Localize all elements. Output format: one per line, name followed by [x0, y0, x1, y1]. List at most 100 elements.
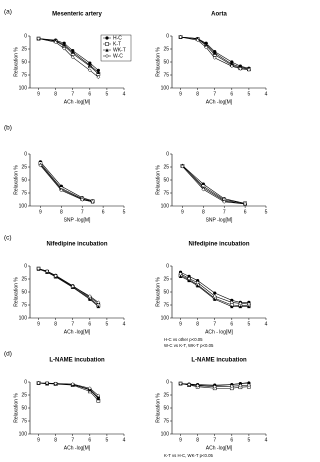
series-line	[182, 165, 246, 204]
data-point	[88, 61, 92, 65]
y-tick-label: 75	[21, 302, 27, 308]
data-point	[87, 294, 92, 299]
data-point	[96, 304, 100, 309]
x-tick-label: 9	[179, 91, 182, 97]
y-axis-label: Relaxation %	[13, 47, 19, 77]
x-tick-label: 9	[37, 321, 40, 327]
x-tick-label: 5	[123, 209, 126, 215]
x-tick-label: 7	[213, 321, 216, 327]
panel-label: (a)	[4, 9, 12, 16]
data-point	[96, 68, 100, 72]
y-axis-label: Relaxation %	[155, 165, 161, 195]
annotation: K-T vs H-C, WK-T p<0.05	[164, 453, 214, 458]
y-tick-label: 0	[24, 33, 27, 39]
data-point	[238, 304, 242, 309]
x-tick-label: 7	[81, 209, 84, 215]
x-tick-label: 6	[244, 209, 247, 215]
legend-marker	[105, 48, 109, 52]
chart-title: Aorta	[211, 12, 227, 18]
data-point	[196, 278, 200, 283]
data-point	[45, 381, 50, 385]
x-tick-label: 5	[248, 91, 251, 97]
data-point	[243, 201, 248, 206]
data-point	[204, 42, 208, 46]
x-tick-label: 6	[230, 437, 233, 443]
data-point	[195, 38, 200, 43]
x-tick-label: 8	[196, 437, 199, 443]
series-line	[40, 164, 93, 203]
series-line	[182, 165, 246, 204]
data-point	[246, 383, 251, 388]
x-tick-label: 6	[230, 91, 233, 97]
data-point	[230, 62, 234, 66]
y-axis-label: Relaxation %	[155, 277, 161, 307]
x-axis-label: SNP -log[M]	[206, 217, 233, 223]
panel-label: (c)	[4, 235, 12, 242]
y-axis-label: Relaxation %	[13, 277, 19, 307]
data-point	[195, 383, 200, 388]
series-line	[40, 161, 93, 202]
x-tick-label: 4	[265, 91, 268, 97]
legend-label: WK-T	[113, 47, 126, 53]
x-tick-label: 4	[123, 321, 126, 327]
series-line	[38, 38, 99, 78]
data-point	[213, 297, 217, 301]
chart-title: Nifedipine incubation	[47, 242, 108, 248]
x-tick-label: 5	[248, 437, 251, 443]
y-tick-label: 0	[166, 379, 169, 385]
x-tick-label: 8	[54, 321, 57, 327]
x-tick-label: 6	[88, 91, 91, 97]
data-point	[187, 382, 192, 387]
data-point	[229, 384, 234, 389]
legend-marker	[105, 36, 109, 40]
y-axis-label: Relaxation %	[155, 47, 161, 77]
x-tick-label: 7	[213, 437, 216, 443]
x-tick-label: 6	[102, 209, 105, 215]
x-tick-label: 4	[123, 91, 126, 97]
data-point	[87, 68, 92, 73]
data-point	[70, 284, 75, 289]
x-tick-label: 6	[88, 321, 91, 327]
series-line	[40, 163, 93, 202]
data-point	[238, 383, 243, 388]
x-tick-label: 5	[106, 437, 109, 443]
x-tick-label: 7	[223, 209, 226, 215]
legend-label: K-T	[113, 41, 121, 47]
y-tick-label: 0	[166, 151, 169, 157]
y-tick-label: 75	[163, 302, 169, 308]
y-tick-label: 100	[19, 431, 28, 437]
data-point	[59, 188, 64, 193]
figure: (a) (b) (c) (d) Mesenteric artery0255075…	[4, 9, 268, 458]
annotation: W-C vs K-T, WK-T p<0.05	[164, 343, 214, 348]
x-tick-label: 8	[196, 91, 199, 97]
data-point	[246, 67, 251, 72]
y-tick-label: 25	[163, 164, 169, 170]
y-tick-label: 100	[161, 203, 170, 209]
data-point	[238, 301, 243, 306]
y-tick-label: 100	[19, 85, 28, 91]
y-tick-label: 0	[166, 33, 169, 39]
legend-label: H-C	[113, 35, 122, 41]
panel-label: (d)	[4, 351, 12, 358]
series-line	[40, 165, 93, 203]
data-point	[80, 197, 85, 202]
data-point	[96, 70, 100, 74]
data-point	[247, 304, 251, 309]
x-tick-label: 5	[106, 321, 109, 327]
y-tick-label: 100	[19, 315, 28, 321]
data-point	[187, 274, 191, 278]
y-tick-label: 0	[166, 263, 169, 269]
y-tick-label: 50	[21, 177, 27, 183]
y-tick-label: 100	[19, 203, 28, 209]
data-point	[96, 393, 101, 398]
y-tick-label: 50	[163, 405, 169, 411]
data-point	[212, 55, 217, 60]
x-tick-label: 4	[123, 437, 126, 443]
x-tick-label: 9	[181, 209, 184, 215]
series-line	[38, 268, 99, 307]
data-point	[96, 300, 101, 305]
data-point	[230, 60, 234, 64]
x-tick-label: 7	[71, 321, 74, 327]
data-point	[70, 382, 75, 387]
x-tick-label: 9	[37, 91, 40, 97]
